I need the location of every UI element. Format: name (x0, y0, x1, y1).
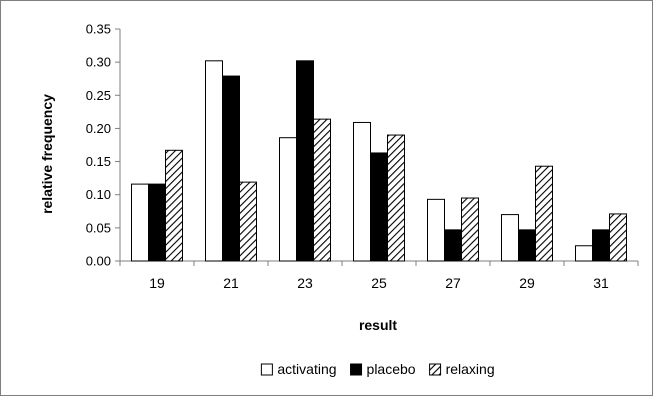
y-tick-label: 0.00 (86, 254, 111, 269)
x-tick-label: 23 (297, 275, 313, 291)
legend-swatch-activating (260, 363, 273, 376)
bar-relaxing-25 (387, 134, 405, 262)
x-tick-label: 19 (149, 275, 165, 291)
bar-relaxing-27 (461, 197, 479, 262)
bar-relaxing-31 (609, 213, 627, 262)
x-tick-label: 31 (593, 275, 609, 291)
y-axis-title: relative frequency (39, 94, 55, 214)
bar-activating-27 (427, 198, 445, 262)
y-tick-label: 0.20 (86, 121, 111, 136)
bar-relaxing-19 (165, 149, 183, 262)
legend-label-placebo: placebo (367, 361, 416, 377)
bar-activating-25 (353, 121, 371, 262)
x-tick-label: 25 (371, 275, 387, 291)
legend-label-relaxing: relaxing (446, 361, 495, 377)
bar-placebo-27 (444, 229, 462, 262)
bar-placebo-29 (518, 229, 536, 262)
bar-placebo-31 (592, 229, 610, 262)
bar-activating-29 (501, 214, 519, 262)
legend: activating placebo relaxing (260, 361, 495, 377)
y-tick-label: 0.10 (86, 187, 111, 202)
bar-placebo-21 (222, 75, 240, 262)
bar-relaxing-21 (239, 181, 257, 262)
bar-activating-21 (205, 60, 223, 262)
legend-label-activating: activating (277, 361, 336, 377)
bar-activating-31 (575, 245, 593, 262)
legend-swatch-placebo (350, 363, 363, 376)
legend-swatch-relaxing (429, 363, 442, 376)
x-tick-label: 21 (223, 275, 239, 291)
y-tick-label: 0.15 (86, 154, 111, 169)
bar-activating-19 (131, 183, 149, 262)
x-tick-label: 29 (519, 275, 535, 291)
y-tick-label: 0.25 (86, 88, 111, 103)
bar-relaxing-23 (313, 118, 331, 262)
bar-relaxing-29 (535, 165, 553, 262)
y-tick-label: 0.30 (86, 55, 111, 70)
y-tick-label: 0.35 (86, 22, 111, 37)
bar-placebo-25 (370, 152, 388, 262)
x-tick-label: 27 (445, 275, 461, 291)
plot-area: 0.00 0.05 0.10 0.15 0.20 0.25 0.30 0.35 19 21 23 25… (86, 22, 639, 291)
bar-placebo-23 (296, 60, 314, 262)
x-axis-title: result (359, 317, 397, 333)
bar-activating-23 (279, 137, 297, 262)
bar-placebo-19 (148, 183, 166, 262)
y-tick-label: 0.05 (86, 220, 111, 235)
